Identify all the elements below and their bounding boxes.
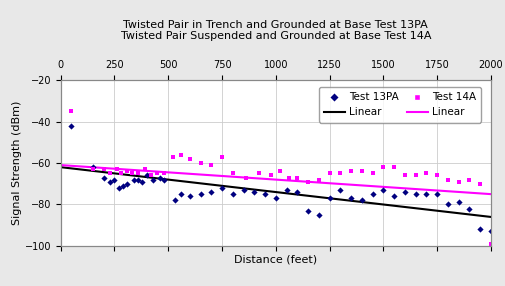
Point (465, 177, 473, 182)
Point (160, 177, 168, 182)
Y-axis label: Signal Strength (dBm): Signal Strength (dBm) (12, 101, 22, 225)
Point (453, 200, 462, 205)
Point (134, 177, 142, 182)
Point (368, 192, 376, 196)
Point (357, 198, 365, 203)
Point (67, 109, 75, 114)
Point (138, 179, 146, 184)
Point (443, 177, 451, 182)
Point (432, 192, 440, 196)
Point (325, 196, 333, 200)
Point (177, 192, 185, 196)
Point (411, 173, 419, 178)
Point (129, 177, 137, 182)
Point (314, 177, 322, 182)
Point (218, 154, 226, 159)
Point (110, 177, 118, 182)
Point (127, 171, 135, 176)
Point (140, 167, 148, 172)
Point (475, 227, 483, 232)
Point (218, 186, 226, 190)
Point (400, 190, 408, 194)
Point (284, 175, 292, 180)
Point (119, 184, 127, 188)
Point (99, 167, 108, 172)
Point (228, 171, 236, 176)
Point (335, 188, 343, 192)
Point (368, 171, 376, 176)
Point (293, 190, 301, 194)
Point (117, 171, 125, 176)
Point (411, 192, 419, 196)
Point (241, 175, 249, 180)
Point (304, 179, 312, 184)
Point (486, 242, 494, 246)
Point (267, 173, 275, 178)
Point (89, 165, 97, 170)
Point (282, 188, 290, 192)
Point (346, 196, 355, 200)
Point (134, 171, 142, 176)
Point (207, 190, 215, 194)
Point (453, 179, 462, 184)
Point (276, 169, 284, 174)
Point (250, 190, 258, 194)
Point (207, 163, 215, 167)
Point (379, 165, 387, 170)
Point (432, 173, 440, 178)
Point (142, 173, 150, 178)
Point (325, 171, 333, 176)
X-axis label: Distance (feet): Distance (feet) (234, 255, 317, 265)
Title: Twisted Pair in Trench and Grounded at Base Test 13PA
Twisted Pair Suspended and: Twisted Pair in Trench and Grounded at B… (120, 20, 430, 41)
Point (421, 171, 429, 176)
Point (271, 196, 279, 200)
Point (196, 192, 204, 196)
Point (89, 167, 97, 172)
Point (357, 169, 365, 174)
Point (379, 188, 387, 192)
Point (185, 194, 193, 198)
Point (106, 179, 114, 184)
Point (177, 152, 185, 157)
Point (99, 175, 108, 180)
Point (170, 198, 178, 203)
Point (475, 182, 483, 186)
Point (185, 157, 193, 161)
Point (147, 173, 155, 178)
Point (421, 192, 429, 196)
Point (149, 177, 157, 182)
Point (443, 202, 451, 207)
Point (254, 171, 262, 176)
Point (465, 206, 473, 211)
Point (156, 175, 164, 180)
Point (115, 186, 123, 190)
Point (106, 171, 114, 176)
Point (293, 175, 301, 180)
Point (153, 171, 161, 176)
Point (67, 124, 75, 128)
Point (314, 212, 322, 217)
Point (304, 208, 312, 213)
Point (346, 169, 355, 174)
Point (123, 182, 131, 186)
Legend: Test 13PA, Linear, Test 14A, Linear: Test 13PA, Linear, Test 14A, Linear (318, 87, 480, 123)
Point (261, 192, 269, 196)
Point (196, 161, 204, 165)
Point (112, 167, 121, 172)
Point (239, 188, 247, 192)
Point (160, 171, 168, 176)
Point (400, 173, 408, 178)
Point (228, 192, 236, 196)
Point (486, 229, 494, 234)
Point (123, 169, 131, 174)
Point (168, 154, 176, 159)
Point (389, 165, 397, 170)
Point (335, 171, 343, 176)
Point (389, 194, 397, 198)
